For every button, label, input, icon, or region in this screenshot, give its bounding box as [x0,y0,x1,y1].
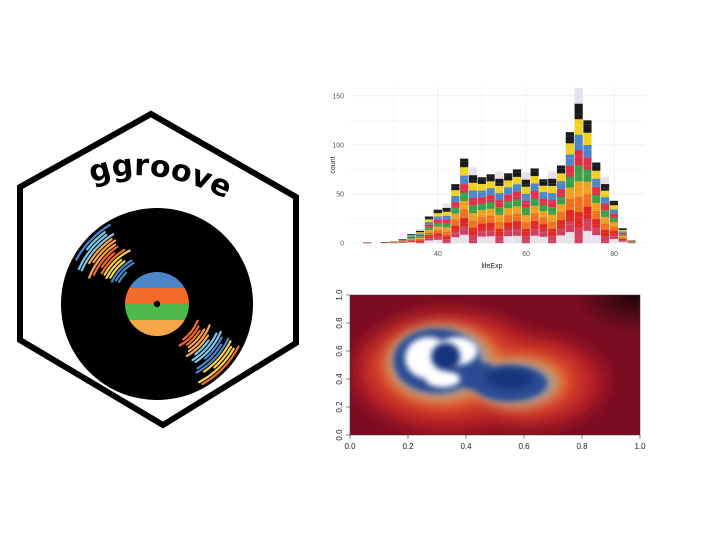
label-stripe [125,304,189,321]
histogram-bar [600,177,610,244]
histogram-bar [477,177,486,244]
x-tick-label: 1.0 [634,442,646,451]
histogram-bars [363,87,636,244]
groove-arc [92,239,117,264]
histogram-bar [618,228,627,244]
histogram-bar [574,87,583,244]
groove-arc [178,325,200,347]
histogram-bar [380,242,390,244]
histogram-bar [548,171,557,244]
groove-arc [204,336,223,360]
groove-arc [103,249,131,276]
y-tick-label: 1.0 [335,289,344,301]
y-tick-label: 0.6 [335,345,344,357]
density-layer [431,342,461,371]
histogram-bar [530,168,539,244]
histogram-bar [556,165,566,244]
groove-arc [117,271,128,283]
spindle-hole [153,300,161,308]
y-tick-label: 0.8 [335,317,344,329]
histogram-bar [424,216,434,244]
histogram-bar [495,171,504,244]
x-tick-label: 0.8 [576,442,588,451]
histogram-bar [451,184,460,244]
groove-arc [100,248,126,275]
x-tick-label: 60 [522,251,530,258]
groove-arc [92,245,119,276]
density-heatmap: 0.0 0.2 0.4 0.6 0.8 1.0 0.0 0.2 0.4 0.6 0.8 1.0 [335,289,646,451]
x-tick-label: 40 [434,251,442,258]
histogram-bar [442,203,451,244]
groove-arc [77,233,108,270]
histogram-bar [398,239,407,244]
y-tick-label: 0 [340,241,344,248]
label-stripe [125,288,189,305]
histogram-bar [416,229,425,244]
groove-arc [191,332,218,362]
histogram-bar [539,179,548,244]
groove-arc [185,334,210,358]
groove-arc [195,337,230,374]
heatmap-field [350,295,640,435]
groove-arc [198,347,235,384]
groove-arc [185,329,201,346]
groove-arc [88,238,113,265]
lifeexp-histogram: 40 60 80 0 50 100 150 lifeExp count [330,86,645,270]
histogram-y-label: count [330,156,337,173]
groove-arc [203,340,232,373]
histogram-bar [627,240,636,244]
x-tick-label: 0.4 [460,442,472,451]
histogram-bar [512,169,522,244]
groove-lines [75,223,240,386]
x-tick-label: 0.6 [518,442,530,451]
groove-arc [196,343,223,370]
groove-arc [105,258,123,280]
groove-arc [187,324,211,353]
y-tick-label: 150 [332,93,344,100]
y-tick-label: 0.0 [335,429,344,441]
x-tick-label: 0.2 [402,442,414,451]
groove-arc [88,243,117,279]
histogram-bar [565,132,574,244]
groove-arc [201,345,240,386]
y-tick-label: 0.4 [335,373,344,385]
histogram-bar [460,158,469,244]
histogram-bar [609,200,618,244]
ggroove-logo: ggroove [17,110,299,429]
groove-arc [86,231,106,251]
groove-arc [187,328,206,349]
groove-arc [110,259,133,283]
histogram-bar [583,120,592,244]
groove-arc [194,330,222,364]
histogram-bar [504,173,513,244]
y-tick-label: 50 [336,191,344,198]
histogram-bar [486,174,495,244]
density-layer [486,369,533,389]
y-tick-label: 0.2 [335,401,344,413]
histogram-x-label: lifeExp [481,263,502,270]
histogram-bar [592,162,601,244]
histogram-ticks: 40 60 80 0 50 100 150 [332,93,618,258]
histogram-bar [363,242,372,244]
histogram-bar [389,241,398,244]
groove-arc [80,233,115,272]
groove-arc [75,223,111,261]
x-tick-label: 80 [610,251,618,258]
histogram-bar [433,209,442,244]
groove-arc [213,345,233,369]
histogram-bar [521,172,530,244]
heatmap-ticks: 0.0 0.2 0.4 0.6 0.8 1.0 0.0 0.2 0.4 0.6 0.8 1.0 [335,289,646,451]
groove-arc [182,319,199,341]
x-tick-label: 0.0 [344,442,356,451]
groove-arc [101,252,116,268]
y-tick-label: 100 [332,142,344,149]
groove-arc [109,260,126,279]
groove-arc [194,339,210,356]
groove-arc [115,262,135,282]
histogram-bar [468,167,478,244]
histogram-bar [407,234,416,244]
